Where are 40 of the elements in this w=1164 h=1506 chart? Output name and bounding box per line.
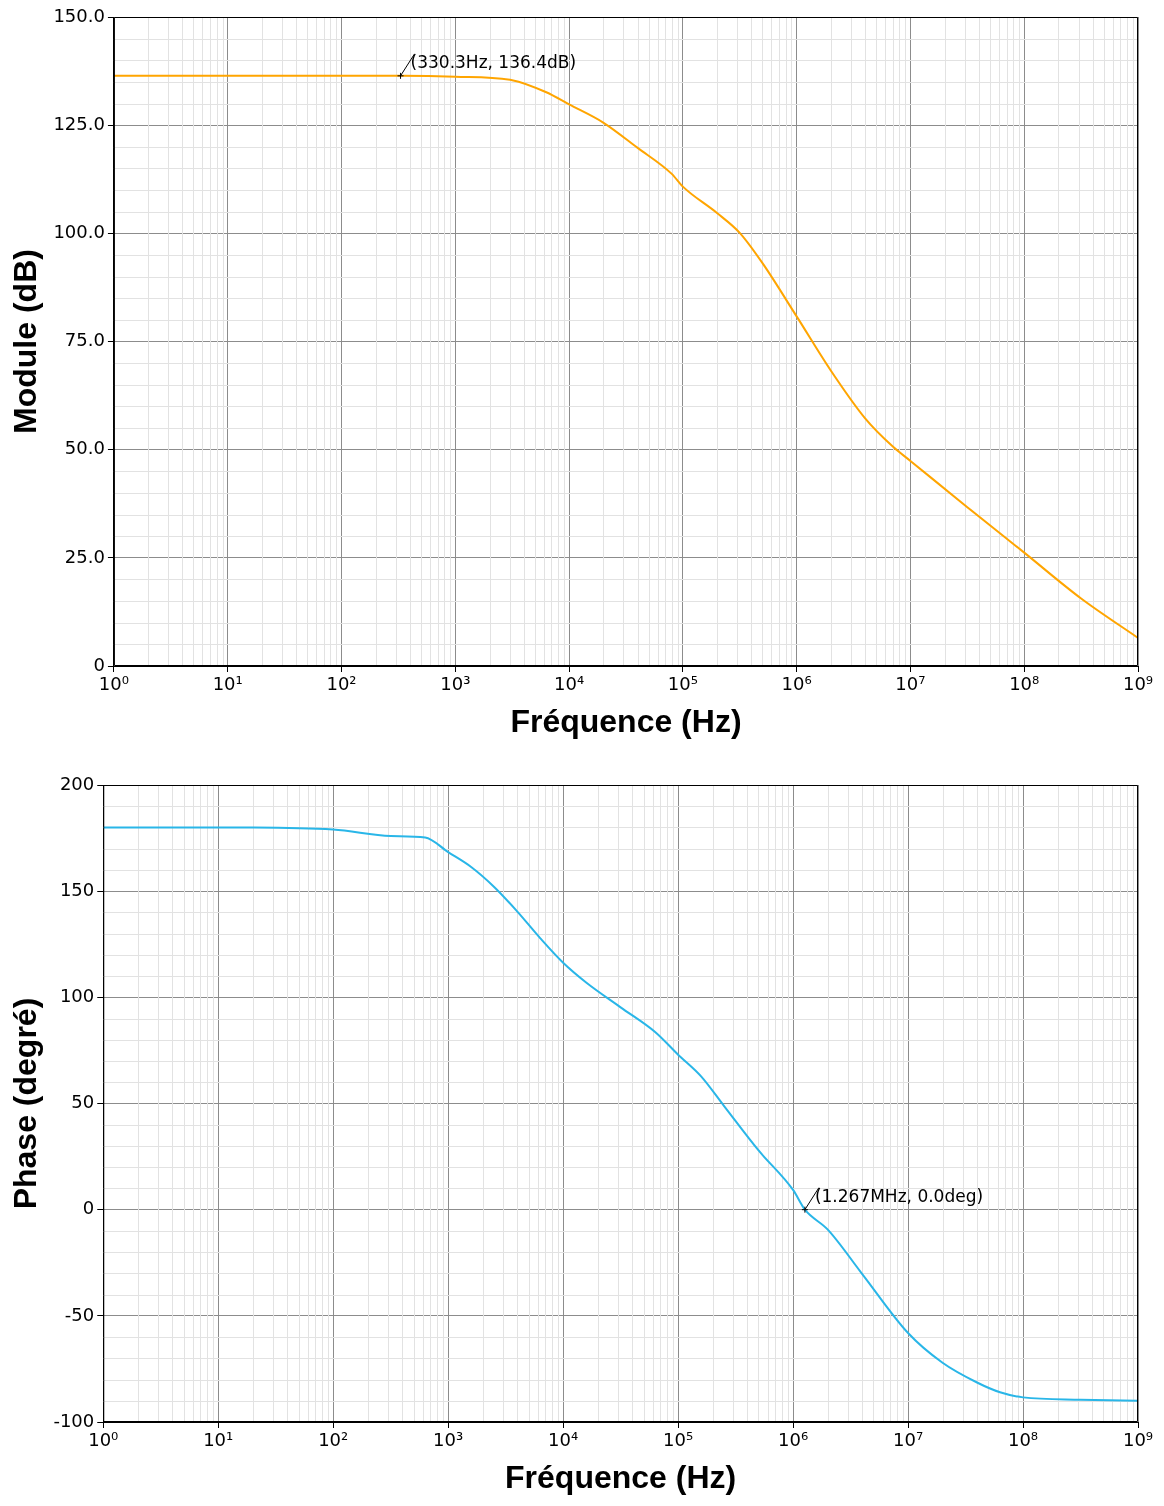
x-tick-label: 10¹ — [212, 673, 243, 695]
y-tick-label: 100.0 — [53, 221, 105, 243]
y-axis-title: Phase (degré) — [7, 997, 44, 1210]
y-tick-label: 0 — [93, 653, 105, 675]
y-tick-label: -50 — [64, 1303, 95, 1325]
x-tick-label: 10⁹ — [1122, 1429, 1154, 1451]
y-tick-label: 0 — [82, 1197, 95, 1219]
x-tick-label: 10⁵ — [663, 1429, 694, 1451]
annotation: (330.3Hz, 136.4dB) — [410, 51, 577, 72]
x-tick-label: 10⁷ — [892, 1429, 924, 1451]
x-tick-label: 10³ — [440, 673, 471, 695]
x-tick-label: 10² — [318, 1429, 349, 1451]
y-tick-label: 100 — [59, 985, 95, 1007]
y-tick-label: 50.0 — [64, 437, 105, 459]
x-tick-label: 10³ — [433, 1429, 464, 1451]
x-tick-label: 10⁰ — [88, 1429, 119, 1451]
y-tick-label: 150 — [59, 878, 95, 900]
annotation: (1.267MHz, 0.0deg) — [814, 1185, 984, 1206]
y-tick-label: -100 — [53, 1409, 95, 1431]
x-axis-title: Fréquence (Hz) — [510, 702, 742, 739]
x-axis-title: Fréquence (Hz) — [505, 1458, 737, 1495]
y-tick-label: 75.0 — [64, 329, 105, 351]
x-tick-label: 10⁸ — [1007, 1429, 1039, 1451]
x-tick-label: 10⁷ — [895, 673, 926, 695]
y-axis-title: Module (dB) — [7, 249, 44, 434]
y-tick-label: 50 — [71, 1091, 95, 1113]
x-tick-label: 10⁰ — [98, 673, 129, 695]
y-tick-label: 200 — [59, 772, 95, 794]
y-tick-label: 25.0 — [64, 545, 105, 567]
x-tick-label: 10⁶ — [778, 1429, 809, 1451]
x-tick-label: 10⁸ — [1009, 673, 1040, 695]
x-tick-label: 10⁵ — [667, 673, 698, 695]
x-tick-label: 10² — [326, 673, 357, 695]
y-tick-label: 125.0 — [53, 112, 105, 134]
x-tick-label: 10¹ — [203, 1429, 234, 1451]
x-tick-label: 10⁹ — [1122, 673, 1154, 695]
x-tick-label: 10⁴ — [554, 673, 585, 695]
x-tick-label: 10⁶ — [781, 673, 812, 695]
y-tick-label: 150.0 — [53, 4, 105, 26]
x-tick-label: 10⁴ — [548, 1429, 579, 1451]
